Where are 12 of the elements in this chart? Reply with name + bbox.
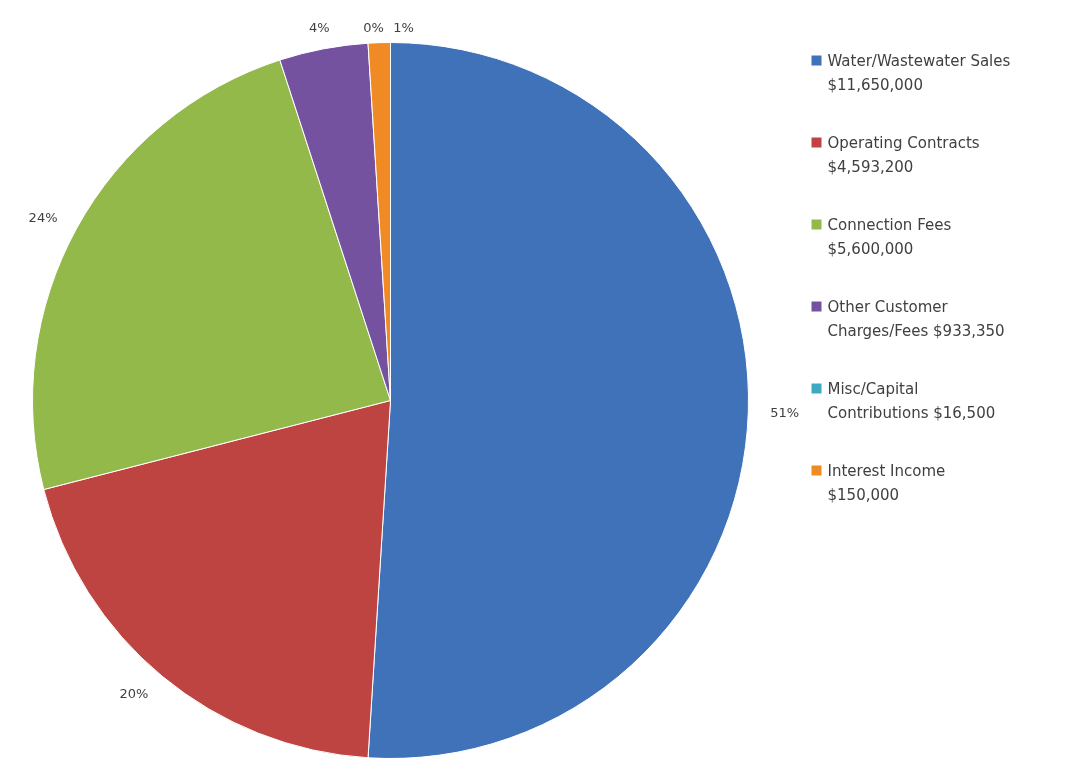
data-label: 51% bbox=[770, 404, 800, 420]
legend-label: Operating Contracts $4,593,200 bbox=[827, 133, 980, 176]
legend-label: Connection Fees $5,600,000 bbox=[827, 215, 952, 258]
legend-label: Water/Wastewater Sales $11,650,000 bbox=[827, 51, 1011, 94]
data-label: 4% bbox=[308, 19, 330, 35]
legend-label: Misc/Capital Contributions $16,500 bbox=[827, 379, 996, 422]
legend-label: Interest Income $150,000 bbox=[827, 461, 946, 504]
legend-label: Other Customer Charges/Fees $933,350 bbox=[827, 297, 1005, 340]
data-label: 20% bbox=[119, 685, 149, 701]
data-label: 24% bbox=[28, 209, 58, 225]
text: 0% bbox=[363, 19, 384, 35]
data-label: 1% bbox=[393, 19, 414, 35]
